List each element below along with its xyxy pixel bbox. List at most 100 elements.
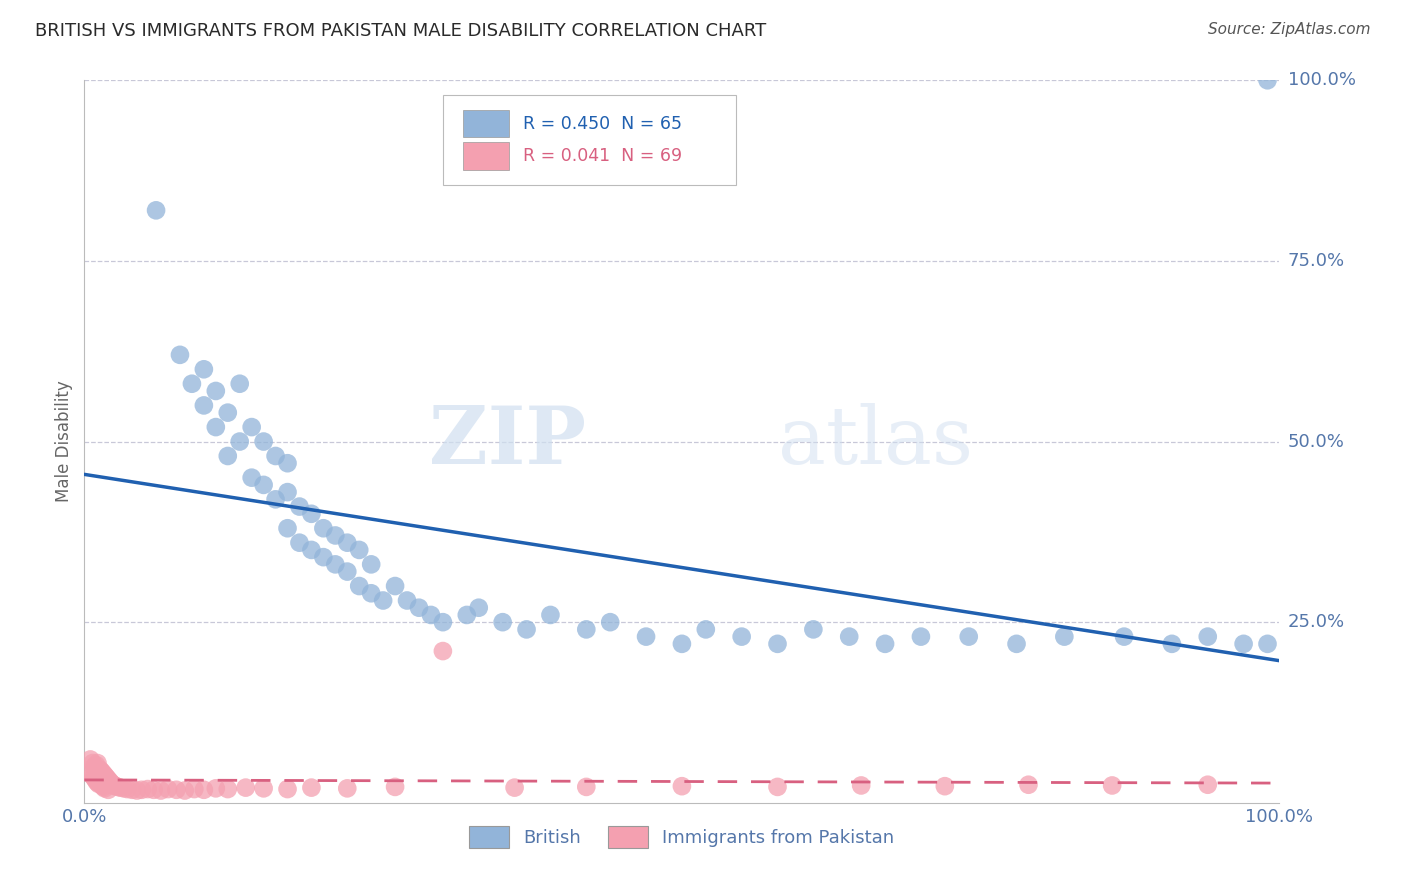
Point [107, 780, 129, 794]
Point [288, 500, 311, 514]
Point [336, 781, 359, 796]
Point [93, 767, 115, 781]
Point [1161, 637, 1184, 651]
Point [193, 782, 215, 797]
Point [101, 777, 124, 791]
Point [86, 775, 108, 789]
Point [1053, 630, 1076, 644]
Point [87, 777, 110, 791]
Point [1101, 779, 1123, 793]
Point [301, 542, 323, 557]
Point [93, 781, 115, 796]
Text: atlas: atlas [778, 402, 973, 481]
Point [492, 615, 515, 630]
Point [803, 623, 825, 637]
Text: 25.0%: 25.0% [1288, 613, 1346, 632]
Point [384, 579, 406, 593]
Point [540, 607, 562, 622]
Point [84, 761, 107, 775]
Point [373, 593, 395, 607]
Point [1114, 630, 1136, 644]
Point [277, 782, 299, 797]
Point [100, 775, 122, 789]
Point [169, 348, 191, 362]
Y-axis label: Male Disability: Male Disability [55, 381, 73, 502]
Point [79, 767, 101, 781]
Point [277, 485, 299, 500]
Point [131, 782, 153, 797]
Point [875, 637, 897, 651]
Point [93, 780, 115, 794]
Point [468, 600, 491, 615]
Point [90, 777, 112, 791]
Point [240, 420, 263, 434]
Point [165, 782, 187, 797]
Point [205, 420, 228, 434]
Point [253, 478, 276, 492]
Point [121, 782, 143, 797]
Point [136, 782, 159, 797]
Point [408, 600, 430, 615]
Point [301, 507, 323, 521]
Point [91, 765, 114, 780]
Point [253, 781, 276, 796]
Point [104, 779, 127, 793]
Point [1257, 73, 1279, 87]
Point [360, 558, 382, 572]
Point [193, 398, 215, 412]
Point [97, 772, 120, 787]
Point [157, 782, 180, 797]
Text: Source: ZipAtlas.com: Source: ZipAtlas.com [1208, 22, 1371, 37]
FancyBboxPatch shape [443, 95, 735, 185]
Point [336, 565, 359, 579]
Point [503, 780, 526, 795]
Point [117, 782, 139, 797]
Text: BRITISH VS IMMIGRANTS FROM PAKISTAN MALE DISABILITY CORRELATION CHART: BRITISH VS IMMIGRANTS FROM PAKISTAN MALE… [35, 22, 766, 40]
Point [90, 764, 112, 778]
Point [145, 203, 167, 218]
Point [229, 434, 252, 449]
Point [349, 579, 371, 593]
Point [957, 630, 980, 644]
Point [456, 607, 478, 622]
Point [83, 760, 105, 774]
Point [575, 623, 598, 637]
Point [599, 615, 621, 630]
Point [84, 772, 107, 786]
Point [193, 362, 215, 376]
Point [910, 630, 932, 644]
Point [312, 550, 335, 565]
Point [98, 774, 121, 789]
Point [217, 449, 239, 463]
Point [838, 630, 860, 644]
Point [183, 782, 205, 797]
Point [125, 783, 148, 797]
Point [86, 764, 108, 778]
Point [217, 782, 239, 797]
Point [235, 780, 257, 795]
Point [79, 752, 101, 766]
Point [149, 783, 172, 797]
Point [205, 781, 228, 796]
Point [766, 780, 789, 794]
Point [671, 779, 693, 793]
Point [110, 780, 132, 795]
Point [253, 434, 276, 449]
Text: 75.0%: 75.0% [1288, 252, 1346, 270]
Point [217, 406, 239, 420]
Point [766, 637, 789, 651]
Point [1257, 637, 1279, 651]
Point [325, 558, 347, 572]
Point [103, 779, 125, 793]
Point [349, 542, 371, 557]
Point [82, 756, 104, 770]
Text: 50.0%: 50.0% [1288, 433, 1344, 450]
Point [142, 782, 165, 797]
Point [112, 781, 135, 796]
Point [1197, 778, 1219, 792]
Point [82, 768, 104, 782]
Point [86, 758, 108, 772]
Point [432, 644, 454, 658]
Point [173, 783, 195, 797]
FancyBboxPatch shape [463, 110, 509, 137]
